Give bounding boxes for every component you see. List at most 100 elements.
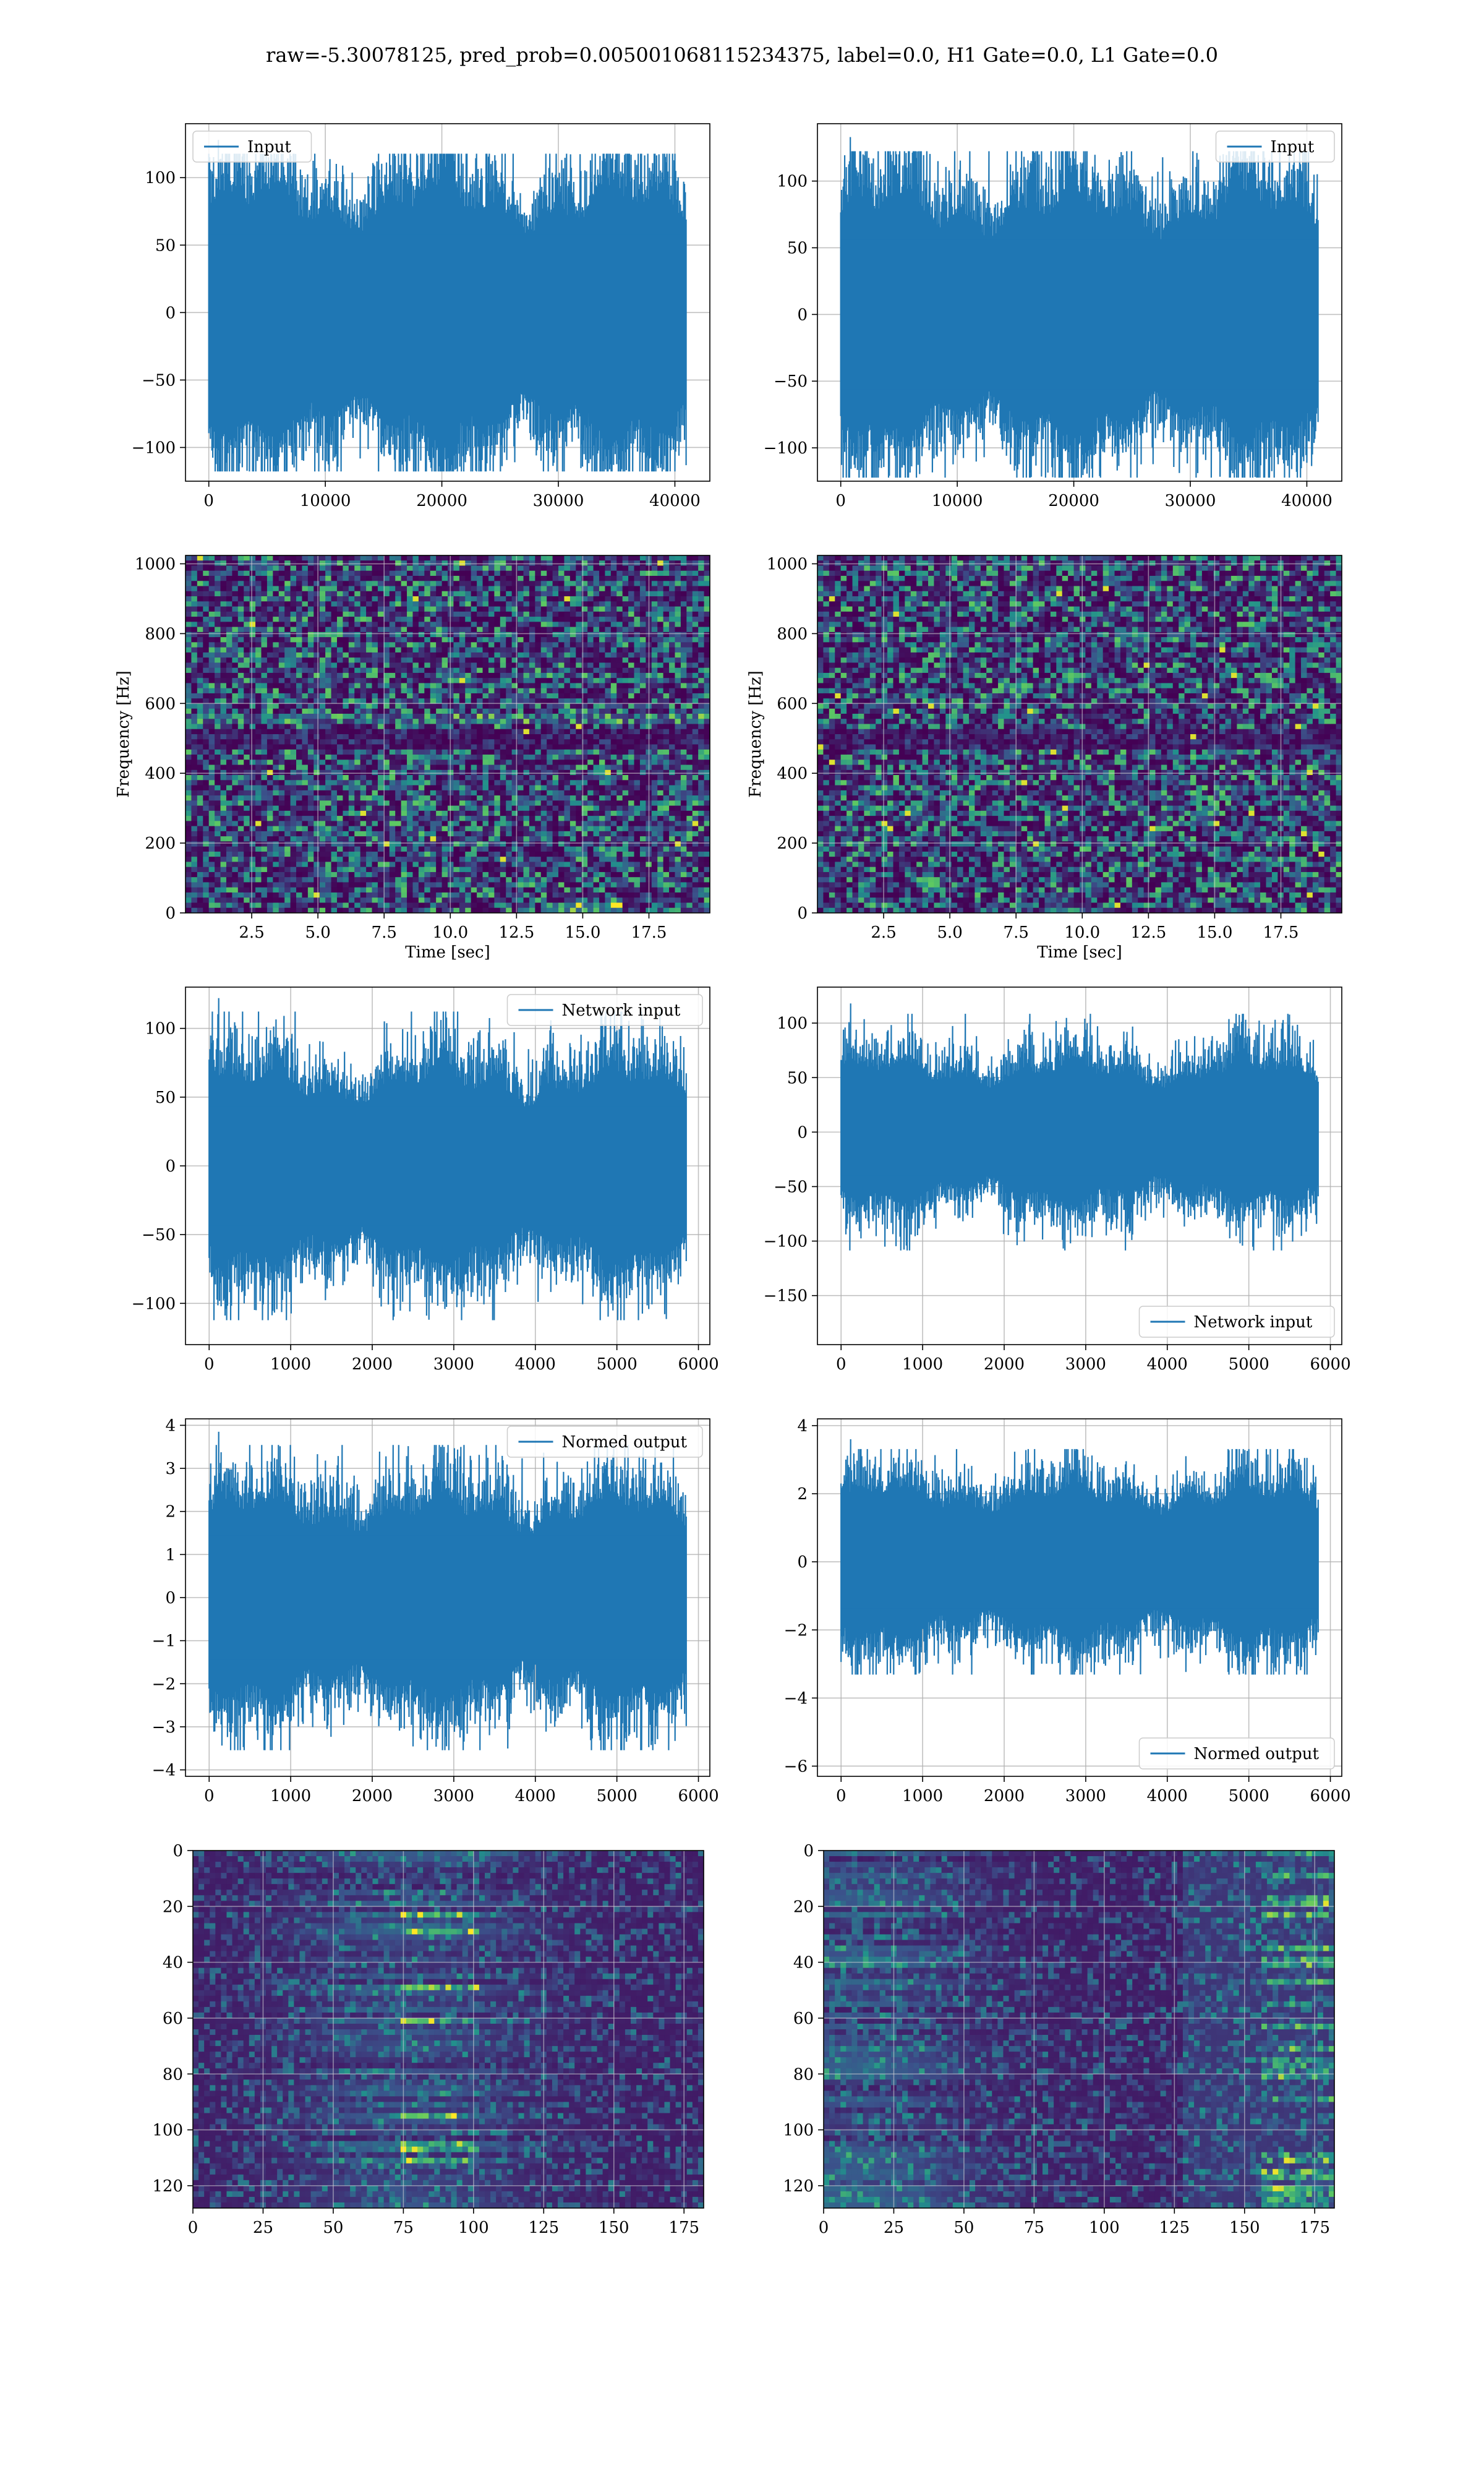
h1-network-input-xtick-label: 4000 bbox=[515, 1355, 556, 1374]
h1-feature-map-frame bbox=[192, 1850, 704, 2209]
l1-feature-map-xtick-label: 50 bbox=[953, 2219, 974, 2237]
l1-input-legend: Input bbox=[1215, 131, 1335, 163]
h1-input-xtick-label: 30000 bbox=[533, 492, 584, 510]
h1-spectrogram-xtick-label: 10.0 bbox=[432, 923, 468, 942]
h1-feature-map-xtick-label: 125 bbox=[528, 2219, 559, 2237]
l1-feature-map-xtick-label: 150 bbox=[1229, 2219, 1260, 2237]
l1-normed-output-ytick-label: −4 bbox=[784, 1689, 808, 1708]
h1-input-legend-label: Input bbox=[247, 138, 291, 156]
l1-input-ytick-label: 50 bbox=[787, 239, 808, 258]
l1-spectrogram-xtick-label: 12.5 bbox=[1130, 923, 1166, 942]
h1-normed-output-ytick-label: −3 bbox=[152, 1718, 176, 1737]
l1-network-input-series-core bbox=[841, 1089, 1318, 1176]
l1-network-input-ytick-label: −50 bbox=[774, 1178, 808, 1196]
l1-network-input-ytick-label: 100 bbox=[777, 1014, 808, 1033]
l1-feature-map-ytick-label: 0 bbox=[803, 1842, 814, 1860]
l1-feature-map-ytick-label: 100 bbox=[783, 2121, 814, 2140]
h1-network-input-legend-label: Network input bbox=[562, 1001, 681, 1020]
l1-spectrogram-xlabel: Time [sec] bbox=[1037, 943, 1122, 962]
l1-network-input-legend-label: Network input bbox=[1194, 1313, 1313, 1332]
h1-feature-map-ytick-label: 40 bbox=[163, 1954, 183, 1972]
l1-network-input-xtick-label: 6000 bbox=[1310, 1355, 1350, 1374]
h1-input-xtick-label: 20000 bbox=[416, 492, 467, 510]
h1-normed-output-ytick-label: 4 bbox=[165, 1416, 176, 1435]
l1-input-xtick-label: 10000 bbox=[932, 492, 983, 510]
h1-input-panel: 0 10000 20000 30000 40000 −100 −50 0 50 100 Input bbox=[132, 123, 710, 510]
h1-input-ytick-label: −50 bbox=[142, 371, 176, 390]
l1-network-input-legend: Network input bbox=[1138, 1306, 1335, 1338]
l1-input-frame bbox=[817, 123, 1342, 482]
h1-normed-output-xtick-label: 5000 bbox=[597, 1787, 638, 1805]
h1-input-xtick-label: 40000 bbox=[649, 492, 701, 510]
h1-normed-output-ytick-label: −1 bbox=[152, 1632, 176, 1651]
h1-spectrogram-xlabel: Time [sec] bbox=[405, 943, 490, 962]
h1-spectrogram-cells bbox=[186, 555, 710, 913]
l1-network-input-series-line bbox=[840, 1003, 1319, 1251]
figure-title: raw=-5.30078125, pred_prob=0.00500106811… bbox=[0, 43, 1484, 67]
l1-feature-map-panel: 0 25 50 75 100 125 150 175 0 20 40 60 80 100 120 bbox=[783, 1842, 1335, 2237]
l1-input-xtick-label: 20000 bbox=[1048, 492, 1099, 510]
l1-feature-map-xtick-label: 25 bbox=[884, 2219, 904, 2237]
l1-spectrogram-ytick-label: 600 bbox=[777, 695, 808, 713]
h1-feature-map-ytick-label: 20 bbox=[163, 1898, 183, 1916]
l1-network-input-xtick-label: 5000 bbox=[1229, 1355, 1269, 1374]
h1-spectrogram-grid bbox=[186, 555, 710, 914]
h1-feature-map-xtick-label: 50 bbox=[323, 2219, 343, 2237]
l1-spectrogram-xtick-label: 2.5 bbox=[871, 923, 896, 942]
h1-feature-map-ytick-label: 0 bbox=[173, 1842, 183, 1860]
h1-network-input-xtick-label: 2000 bbox=[352, 1355, 393, 1374]
h1-spectrogram-ytick-label: 600 bbox=[145, 695, 176, 713]
h1-spectrogram-xtick-label: 7.5 bbox=[372, 923, 397, 942]
l1-input-ytick-label: 100 bbox=[777, 173, 808, 191]
l1-feature-map-frame bbox=[823, 1850, 1335, 2209]
h1-normed-output-legend: Normed output bbox=[506, 1426, 703, 1458]
h1-feature-map-xtick-label: 75 bbox=[393, 2219, 414, 2237]
l1-network-input-ytick-label: 50 bbox=[787, 1069, 808, 1087]
h1-network-input-ytick-label: −50 bbox=[142, 1226, 176, 1244]
l1-spectrogram-panel: 2.5 5.0 7.5 10.0 12.5 15.0 17.5 0 200 400 600 800 10… bbox=[746, 555, 1342, 962]
l1-input-ytick-label: 0 bbox=[797, 306, 808, 324]
h1-feature-map-xtick-label: 150 bbox=[599, 2219, 629, 2237]
h1-spectrogram-xtick-label: 2.5 bbox=[239, 923, 264, 942]
l1-spectrogram-ytick-label: 200 bbox=[777, 834, 808, 853]
h1-network-input-ytick-label: 0 bbox=[165, 1157, 176, 1176]
l1-input-legend-label: Input bbox=[1271, 138, 1315, 156]
h1-feature-map-panel: 0 25 50 75 100 125 150 175 0 20 40 60 80 100 120 bbox=[152, 1842, 704, 2237]
h1-input-xtick-label: 10000 bbox=[300, 492, 351, 510]
h1-spectrogram-ytick-label: 400 bbox=[145, 764, 176, 783]
h1-network-input-xtick-label: 3000 bbox=[433, 1355, 474, 1374]
h1-feature-map-cells bbox=[193, 1851, 704, 2208]
l1-normed-output-xtick-label: 0 bbox=[836, 1787, 846, 1805]
l1-spectrogram-xtick-label: 7.5 bbox=[1004, 923, 1029, 942]
l1-spectrogram-ylabel: Frequency [Hz] bbox=[746, 670, 765, 798]
h1-normed-output-ytick-label: 3 bbox=[165, 1460, 176, 1478]
l1-network-input-xtick-label: 3000 bbox=[1065, 1355, 1106, 1374]
l1-input-series-line bbox=[840, 137, 1319, 478]
l1-spectrogram-frame bbox=[817, 555, 1342, 914]
l1-normed-output-xtick-label: 4000 bbox=[1147, 1787, 1188, 1805]
h1-normed-output-xtick-label: 2000 bbox=[352, 1787, 393, 1805]
h1-input-ytick-label: 0 bbox=[165, 304, 176, 322]
h1-spectrogram-ytick-label: 800 bbox=[145, 625, 176, 643]
l1-feature-map-xtick-label: 125 bbox=[1159, 2219, 1190, 2237]
l1-input-ytick-label: −100 bbox=[764, 439, 808, 458]
l1-feature-map-ytick-label: 120 bbox=[783, 2177, 814, 2196]
h1-spectrogram-frame bbox=[185, 555, 710, 914]
l1-network-input-xtick-label: 4000 bbox=[1147, 1355, 1188, 1374]
l1-input-panel: 0 10000 20000 30000 40000 −100 −50 0 50 100 Input bbox=[764, 123, 1342, 510]
l1-input-ytick-label: −50 bbox=[774, 372, 808, 391]
h1-feature-map-xtick-label: 100 bbox=[458, 2219, 489, 2237]
h1-feature-map-xtick-label: 0 bbox=[188, 2219, 198, 2237]
h1-normed-output-ytick-label: −4 bbox=[152, 1761, 176, 1780]
l1-normed-output-xtick-label: 3000 bbox=[1065, 1787, 1106, 1805]
h1-normed-output-panel: 0 1000 2000 3000 4000 5000 6000 −4 −3 −2 −1 0 1 2 3 4 No… bbox=[152, 1416, 719, 1805]
h1-spectrogram-xtick-label: 12.5 bbox=[498, 923, 534, 942]
l1-normed-output-ytick-label: 2 bbox=[797, 1485, 808, 1504]
h1-spectrogram-xtick-label: 15.0 bbox=[565, 923, 600, 942]
l1-spectrogram-ytick-label: 800 bbox=[777, 625, 808, 643]
l1-normed-output-legend: Normed output bbox=[1138, 1737, 1335, 1770]
h1-network-input-ytick-label: −100 bbox=[132, 1295, 176, 1313]
h1-network-input-xtick-label: 1000 bbox=[270, 1355, 311, 1374]
l1-feature-map-cells bbox=[824, 1851, 1334, 2208]
